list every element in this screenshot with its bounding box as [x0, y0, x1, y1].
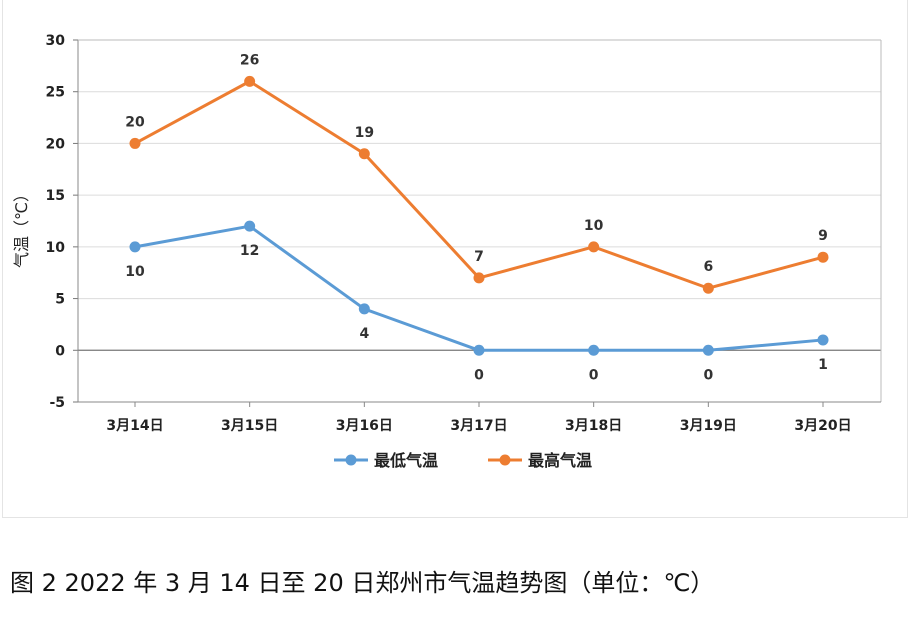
data-point: [702, 344, 714, 356]
data-label: 0: [474, 367, 484, 383]
data-label: 26: [240, 52, 259, 68]
y-tick-label: 25: [46, 85, 65, 101]
data-label: 10: [125, 264, 145, 280]
x-tick-label: 3月18日: [565, 418, 622, 434]
data-label: 6: [703, 259, 713, 275]
y-tick-label: 5: [55, 292, 65, 308]
y-tick-label: 0: [55, 343, 65, 359]
x-tick-label: 3月16日: [336, 418, 393, 434]
y-tick-label: 30: [46, 33, 66, 49]
data-label: 1: [818, 357, 828, 373]
data-point: [473, 344, 485, 356]
data-label: 19: [355, 125, 374, 141]
data-label: 4: [359, 326, 369, 342]
data-point: [588, 241, 600, 253]
x-tick-label: 3月17日: [450, 418, 507, 434]
y-tick-label: 10: [46, 240, 66, 256]
series-line-min: [134, 224, 824, 352]
x-tick-labels: 3月14日 3月15日 3月16日 3月17日 3月18日 3月19日 3月20日: [106, 418, 851, 434]
data-label: 7: [474, 249, 484, 265]
series: [129, 75, 829, 356]
y-tick-label: 15: [46, 188, 65, 204]
data-labels: 10 12 4 0 0 0 1 20 26 19 7 10 6 9: [125, 52, 828, 383]
x-tick-label: 3月20日: [794, 418, 851, 434]
x-tick-label: 3月19日: [680, 418, 737, 434]
data-point: [244, 75, 256, 87]
figure-caption: 图 2 2022 年 3 月 14 日至 20 日郑州市气温趋势图（单位：℃）: [10, 569, 715, 597]
data-point: [358, 303, 370, 315]
legend-entry: 最低气温: [374, 451, 438, 470]
data-point: [129, 241, 141, 253]
data-label: 12: [240, 243, 259, 259]
data-point: [817, 251, 829, 263]
data-point: [702, 282, 714, 294]
chart-frame: [2, 0, 908, 518]
legend: 最低气温 最高气温: [334, 451, 592, 470]
x-tick-label: 3月15日: [221, 418, 278, 434]
data-point: [358, 148, 370, 160]
data-point: [817, 334, 829, 346]
data-point: [129, 137, 141, 149]
y-tick-label: 20: [46, 136, 66, 152]
legend-swatch-marker: [499, 454, 511, 466]
legend-swatch-marker: [345, 454, 357, 466]
y-axis-label: 气温（℃）: [12, 186, 31, 268]
data-point: [588, 344, 600, 356]
data-point: [244, 220, 256, 232]
data-label: 0: [589, 367, 599, 383]
legend-entry: 最高气温: [528, 451, 592, 470]
data-label: 10: [584, 218, 604, 234]
x-tick-label: 3月14日: [106, 418, 163, 434]
data-label: 9: [818, 228, 828, 244]
data-point: [473, 272, 485, 284]
y-tick-label: -5: [49, 395, 65, 411]
y-tick-labels: -5 0 5 10 15 20 25 30: [46, 33, 66, 411]
data-label: 0: [703, 367, 713, 383]
data-label: 20: [125, 114, 145, 130]
